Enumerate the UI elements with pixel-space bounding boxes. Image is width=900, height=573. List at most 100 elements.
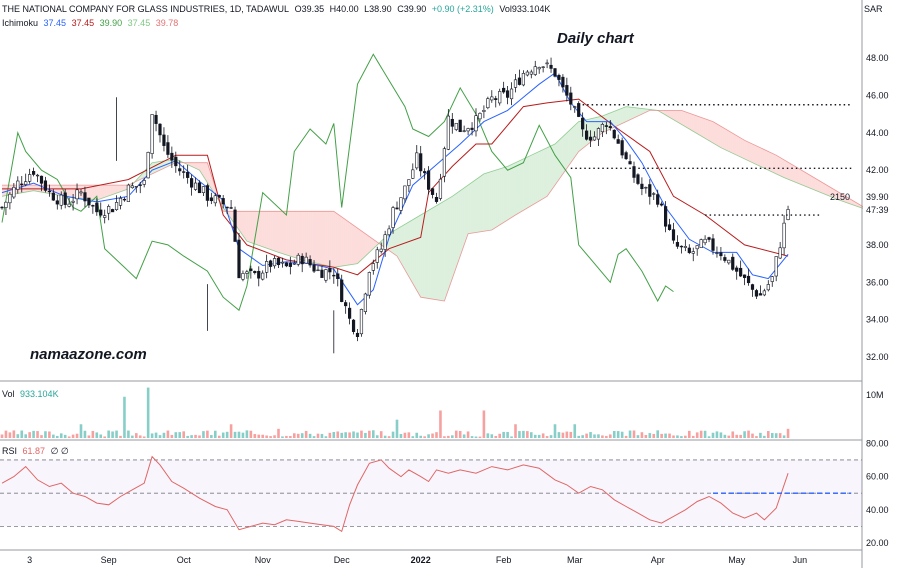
cloud-segment	[818, 180, 820, 192]
volume-label[interactable]: Vol	[2, 389, 15, 399]
volume-bar	[550, 435, 553, 438]
candle-body	[751, 285, 754, 290]
volume-bar	[724, 435, 727, 438]
candle-body	[364, 294, 367, 312]
cloud-segment	[620, 108, 622, 124]
volume-bar	[329, 433, 332, 438]
ichimoku-label[interactable]: Ichimoku	[2, 18, 38, 28]
cloud-segment	[634, 108, 636, 118]
cloud-segment	[727, 130, 729, 152]
volume-bar	[649, 433, 652, 438]
candle-body	[56, 201, 59, 204]
cloud-segment	[269, 211, 271, 249]
candle-body	[767, 284, 770, 289]
cloud-segment	[36, 185, 38, 191]
volume-bar	[720, 432, 723, 438]
rsi-label[interactable]: RSI	[2, 446, 17, 456]
cloud-segment	[547, 147, 549, 197]
volume-bar	[210, 435, 213, 438]
cloud-segment	[802, 170, 804, 185]
price-tick-label: 44.00	[866, 128, 889, 138]
volume-bar	[226, 432, 229, 438]
candle-body	[518, 78, 521, 85]
volume-bar	[230, 424, 233, 438]
volume-bar	[562, 433, 565, 438]
cloud-segment	[561, 137, 563, 177]
cloud-segment	[792, 165, 794, 182]
candle-body	[522, 73, 525, 85]
candle-body	[321, 270, 324, 278]
cloud-segment	[697, 116, 699, 135]
candle-body	[613, 130, 616, 138]
volume-bar	[250, 431, 253, 438]
candle-body	[135, 186, 138, 187]
candle-body	[684, 246, 687, 247]
candle-body	[88, 198, 91, 205]
candle-body	[309, 259, 312, 265]
volume-bar	[48, 431, 51, 438]
candle-body	[340, 280, 343, 302]
volume-bar	[111, 431, 114, 438]
cloud-segment	[292, 211, 294, 257]
cloud-segment	[516, 162, 518, 215]
candle-body	[175, 157, 178, 166]
candle-body	[356, 333, 359, 336]
cloud-segment	[32, 185, 34, 191]
volume-bar	[182, 431, 185, 438]
volume-bar	[159, 435, 162, 438]
volume-pane-value: 933.104K	[20, 389, 59, 399]
candle-body	[688, 248, 691, 253]
volume-bar	[566, 432, 569, 438]
candle-body	[550, 65, 553, 68]
volume-bar	[72, 435, 75, 438]
volume-bar	[491, 434, 494, 438]
cloud-segment	[496, 170, 498, 228]
volume-bar	[530, 432, 533, 438]
cloud-segment	[365, 234, 367, 256]
ichimoku-span-a-value: 37.45	[128, 18, 151, 28]
cloud-segment	[464, 187, 466, 245]
cloud-segment	[336, 213, 338, 267]
volume-bar	[344, 432, 347, 438]
volume-bar	[135, 433, 138, 438]
cloud-segment	[417, 216, 419, 294]
cloud-segment	[261, 211, 263, 247]
volume-bar	[435, 432, 438, 438]
cloud-segment	[486, 173, 488, 231]
cloud-segment	[350, 222, 352, 264]
volume-bar	[1, 435, 4, 438]
cloud-segment	[369, 237, 371, 253]
candle-body	[712, 239, 715, 251]
cloud-segment	[271, 211, 273, 250]
volume-bar	[763, 436, 766, 438]
cloud-segment	[723, 127, 725, 149]
candle-body	[68, 204, 71, 206]
candle-body	[542, 67, 545, 68]
candle-body	[502, 88, 505, 92]
high-value: H40.00	[330, 4, 359, 14]
cloud-segment	[725, 129, 727, 151]
daily-chart-label: Daily chart	[557, 30, 634, 47]
volume-bar	[123, 397, 126, 438]
time-tick-label: 2022	[411, 555, 431, 565]
cloud-segment	[707, 119, 709, 140]
candle-body	[664, 206, 667, 226]
volume-bar	[704, 431, 707, 438]
volume-bar	[340, 433, 343, 438]
time-tick-label: Jun	[793, 555, 808, 565]
volume-bar	[633, 430, 636, 438]
cloud-segment	[411, 220, 413, 284]
volume-bar	[155, 433, 158, 438]
candle-body	[483, 110, 486, 111]
price-tick-label: 32.00	[866, 352, 889, 362]
cloud-segment	[543, 149, 545, 199]
volume-bar	[139, 435, 142, 438]
volume-bar	[787, 429, 790, 438]
cloud-segment	[571, 127, 573, 163]
volume-bar	[652, 434, 655, 438]
cloud-segment	[764, 150, 766, 170]
cloud-segment	[284, 211, 286, 255]
volume-bar	[151, 433, 154, 438]
candle-body	[491, 97, 494, 100]
